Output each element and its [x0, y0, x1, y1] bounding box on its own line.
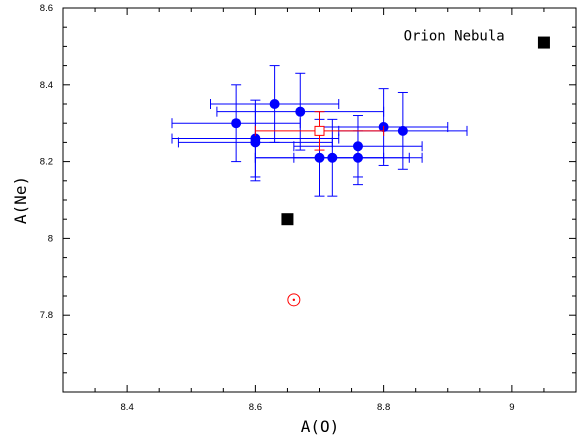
y-tick-labels: 7.8 8 8.2 8.4 8.6	[40, 3, 53, 321]
y-axis-label: A(Ne)	[11, 176, 30, 224]
plot-frame	[62, 7, 577, 393]
y-tick-label: 8.2	[40, 157, 53, 168]
x-tick-label: 8.8	[377, 402, 390, 413]
data-point	[281, 213, 294, 226]
annotation-label: Orion Nebula	[404, 29, 505, 45]
sun-symbol-dot	[292, 298, 296, 302]
y-tick-label: 8.6	[40, 3, 53, 14]
x-tick-label: 9	[509, 402, 514, 413]
data-point	[397, 125, 408, 136]
data-point	[537, 36, 550, 49]
y-tick-label: 8.4	[40, 80, 53, 91]
y-tick-label: 7.8	[40, 310, 53, 321]
data-marks: Orion Nebula	[171, 29, 550, 307]
y-tick-label: 8	[48, 233, 53, 244]
data-point	[352, 152, 363, 163]
sun-symbol-icon	[287, 293, 301, 307]
x-tick-label: 8.4	[121, 402, 134, 413]
x-tick-label: 8.6	[249, 402, 262, 413]
data-point	[250, 137, 261, 148]
x-tick-labels: 8.4 8.6 8.8 9	[121, 402, 515, 413]
data-point	[314, 125, 325, 136]
x-axis-label: A(O)	[301, 417, 340, 436]
axis-ticks	[63, 8, 576, 392]
data-point	[231, 118, 242, 129]
data-point	[269, 99, 280, 109]
data-point	[295, 106, 306, 117]
